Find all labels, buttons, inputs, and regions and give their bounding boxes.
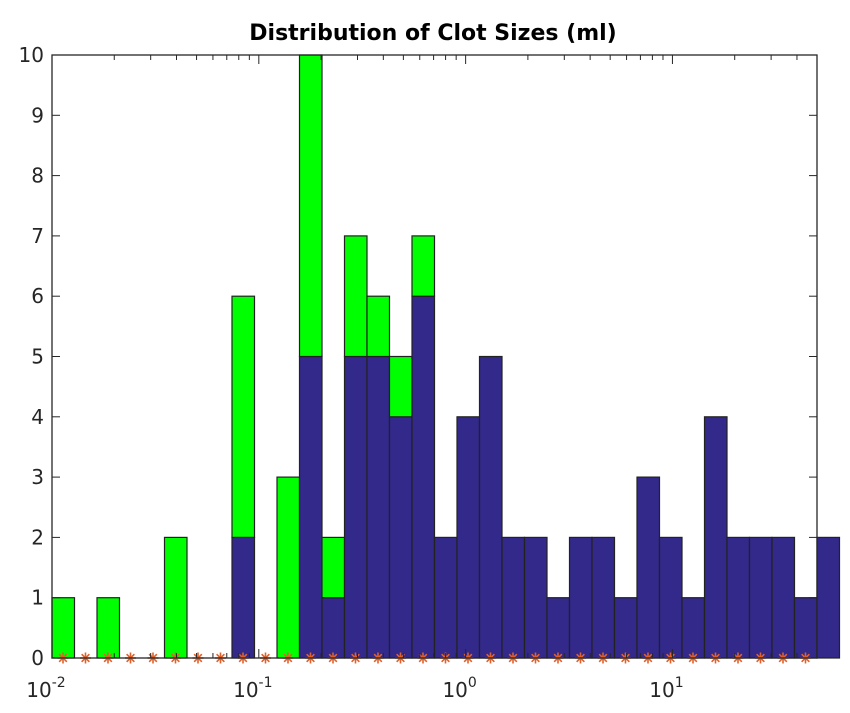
bar-navy bbox=[231, 536, 256, 659]
bar-navy bbox=[636, 476, 661, 659]
bar-navy bbox=[771, 536, 796, 659]
x-tick-base: 10 bbox=[26, 678, 51, 702]
bar-navy bbox=[478, 355, 503, 659]
bar-navy bbox=[343, 355, 368, 659]
bar-navy bbox=[433, 536, 458, 659]
bar-navy bbox=[321, 597, 346, 659]
bar-navy bbox=[658, 536, 683, 659]
bar-green bbox=[388, 355, 413, 418]
bar-navy bbox=[366, 355, 391, 659]
x-tick-exponent: 1 bbox=[675, 675, 684, 691]
bar-navy bbox=[816, 536, 841, 659]
bar-navy bbox=[523, 536, 548, 659]
bar-navy bbox=[793, 597, 818, 659]
bar-green bbox=[276, 476, 301, 659]
chart-title: Distribution of Clot Sizes (ml) bbox=[249, 21, 616, 46]
x-tick-label: 10-2 bbox=[26, 675, 65, 702]
bar-green bbox=[231, 295, 256, 539]
bar-navy bbox=[546, 597, 571, 659]
x-tick-exponent: -1 bbox=[259, 675, 273, 691]
bar-navy bbox=[703, 416, 728, 659]
bar-green bbox=[298, 54, 323, 358]
bar-navy bbox=[298, 355, 323, 659]
bar-navy bbox=[726, 536, 751, 659]
bar-navy bbox=[388, 416, 413, 659]
bar-green bbox=[321, 536, 346, 599]
y-tick-label: 7 bbox=[31, 224, 44, 248]
x-tick-label: 100 bbox=[442, 675, 476, 702]
bar-navy bbox=[456, 416, 481, 659]
bar-green bbox=[343, 235, 368, 358]
x-tick-base: 10 bbox=[442, 678, 467, 702]
y-tick-label: 1 bbox=[31, 586, 44, 610]
y-tick-label: 5 bbox=[31, 345, 44, 369]
bar-navy bbox=[411, 295, 436, 659]
bar-green bbox=[411, 235, 436, 297]
bar-navy bbox=[568, 536, 593, 659]
bar-navy bbox=[591, 536, 616, 659]
y-tick-label: 4 bbox=[31, 405, 44, 429]
bar-green bbox=[96, 597, 121, 659]
x-tick-exponent: -2 bbox=[52, 675, 66, 691]
y-tick-label: 2 bbox=[31, 525, 44, 549]
bar-layer bbox=[51, 54, 841, 659]
y-tick-label: 9 bbox=[31, 103, 44, 127]
bar-green bbox=[366, 295, 391, 358]
y-tick-label: 3 bbox=[31, 465, 44, 489]
bar-navy bbox=[748, 536, 773, 659]
x-tick-base: 10 bbox=[649, 678, 674, 702]
y-tick-label: 0 bbox=[31, 646, 44, 670]
y-tick-label: 10 bbox=[19, 43, 44, 67]
y-tick-label: 6 bbox=[31, 284, 44, 308]
bar-green bbox=[51, 597, 76, 659]
bar-navy bbox=[501, 536, 526, 659]
x-tick-exponent: 0 bbox=[468, 675, 477, 691]
bar-navy bbox=[613, 597, 638, 659]
x-tick-base: 10 bbox=[233, 678, 258, 702]
bar-navy bbox=[681, 597, 706, 659]
x-tick-label: 10-1 bbox=[233, 675, 272, 702]
bar-green bbox=[163, 536, 188, 659]
y-tick-label: 8 bbox=[31, 164, 44, 188]
x-tick-label: 101 bbox=[649, 675, 683, 702]
